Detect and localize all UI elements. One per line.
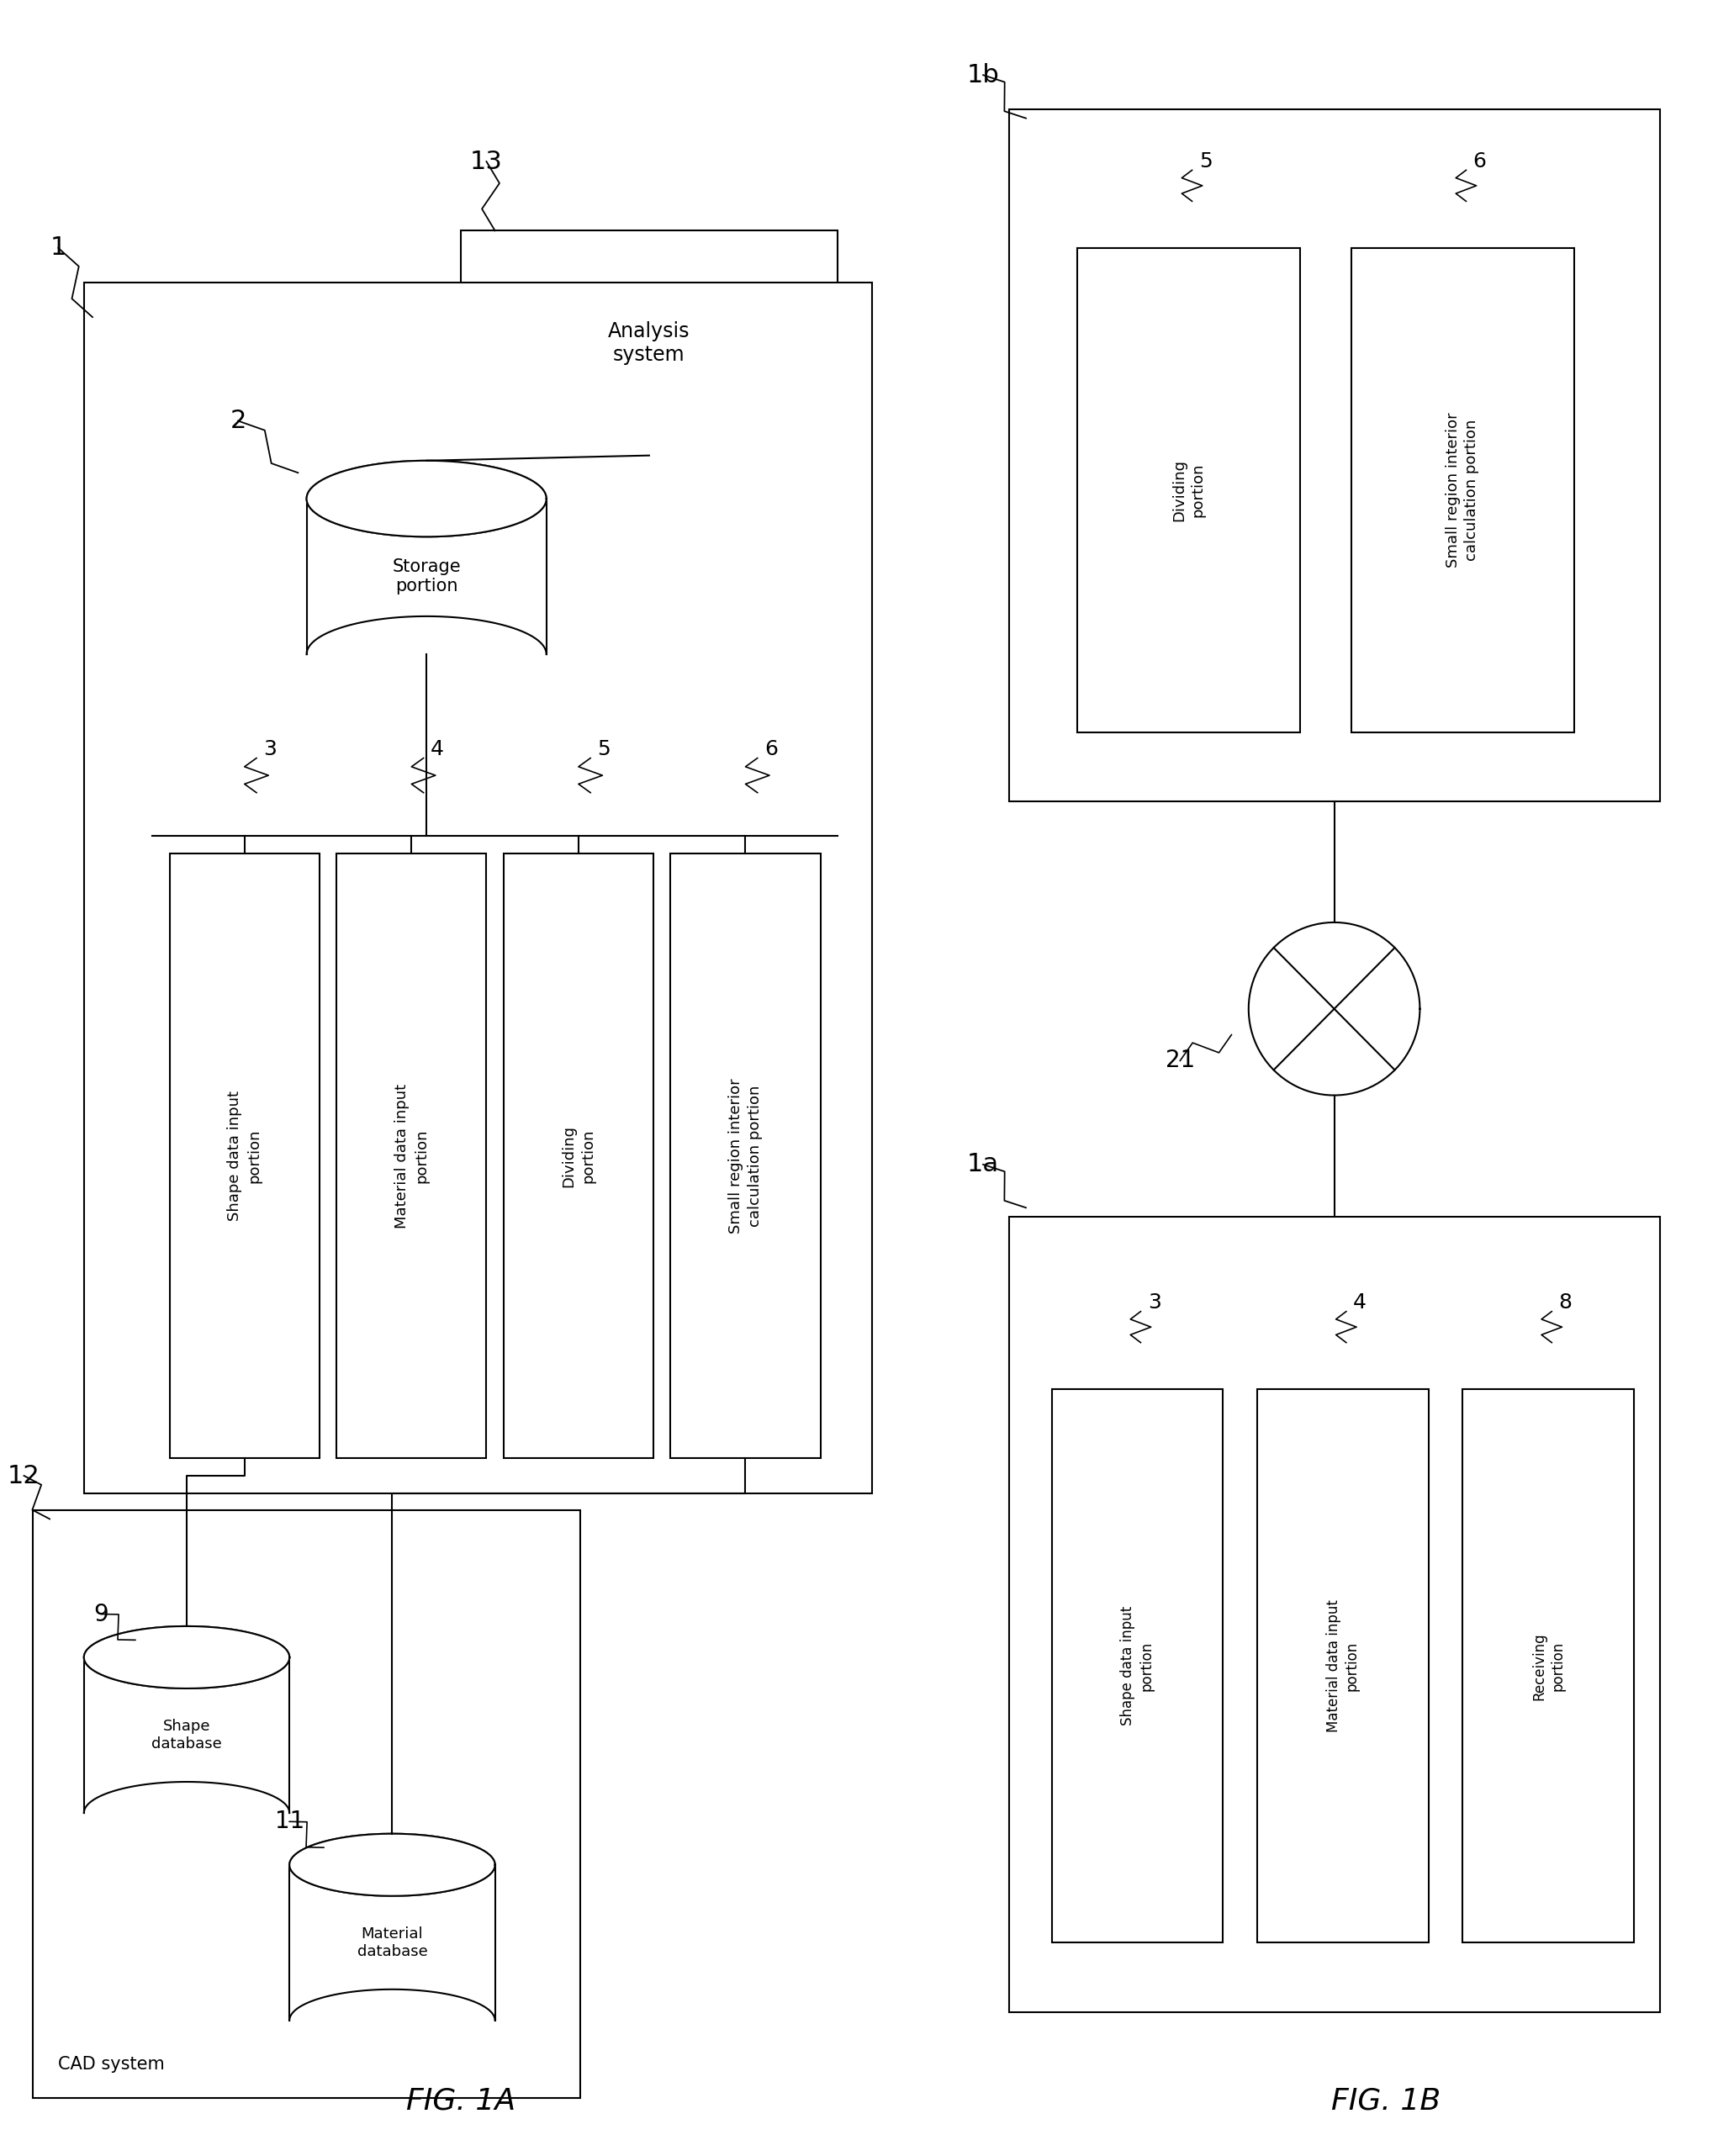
Text: 4: 4	[430, 740, 444, 759]
Polygon shape	[83, 1626, 290, 1688]
Text: Shape data input
portion: Shape data input portion	[227, 1091, 262, 1220]
Text: 21: 21	[1165, 1050, 1195, 1072]
Text: Dividing
portion: Dividing portion	[562, 1125, 596, 1188]
Bar	[1009, 110, 1659, 802]
Text: 5: 5	[598, 740, 610, 759]
Text: 2: 2	[231, 410, 246, 433]
Text: Material data input
portion: Material data input portion	[1327, 1600, 1359, 1731]
Text: FIG. 1A: FIG. 1A	[406, 2087, 515, 2115]
Text: Small region interior
calculation portion: Small region interior calculation portio…	[728, 1078, 763, 1233]
Text: FIG. 1B: FIG. 1B	[1332, 2087, 1441, 2115]
Bar	[170, 854, 319, 1457]
Text: CAD system: CAD system	[59, 2055, 165, 2072]
Bar	[1463, 1388, 1633, 1943]
Bar	[83, 282, 872, 1492]
Text: Storage
portion: Storage portion	[392, 558, 461, 595]
Text: 1: 1	[50, 235, 66, 261]
Polygon shape	[307, 461, 546, 537]
Text: 1b: 1b	[968, 63, 999, 86]
Bar	[1077, 248, 1300, 733]
Text: 13: 13	[470, 149, 503, 175]
Bar	[1009, 1216, 1659, 2012]
Text: 3: 3	[1148, 1294, 1162, 1313]
Polygon shape	[290, 1835, 494, 1895]
Text: Receiving
portion: Receiving portion	[1531, 1632, 1566, 1699]
Bar	[1051, 1388, 1222, 1943]
Text: Dividing
portion: Dividing portion	[1172, 459, 1205, 522]
Bar	[503, 854, 654, 1457]
Text: 5: 5	[1200, 151, 1212, 172]
Bar	[1257, 1388, 1429, 1943]
Text: Material
database: Material database	[357, 1925, 428, 1960]
Text: 6: 6	[765, 740, 779, 759]
Text: Small region interior
calculation portion: Small region interior calculation portio…	[1446, 412, 1479, 567]
Text: Analysis
system: Analysis system	[609, 321, 690, 364]
Bar	[33, 1511, 581, 2098]
Text: 4: 4	[1353, 1294, 1366, 1313]
Text: Material data input
portion: Material data input portion	[394, 1084, 428, 1229]
Text: Shape
database: Shape database	[151, 1718, 222, 1751]
Text: 1a: 1a	[968, 1151, 999, 1177]
Bar	[461, 231, 838, 455]
Text: 8: 8	[1559, 1294, 1573, 1313]
Bar	[336, 854, 487, 1457]
Text: 11: 11	[274, 1809, 303, 1833]
Bar	[671, 854, 820, 1457]
Text: 9: 9	[94, 1602, 109, 1626]
Text: 6: 6	[1474, 151, 1486, 172]
Bar	[1351, 248, 1574, 733]
Text: 12: 12	[7, 1464, 40, 1488]
Text: 3: 3	[264, 740, 277, 759]
Text: Shape data input
portion: Shape data input portion	[1120, 1606, 1155, 1725]
